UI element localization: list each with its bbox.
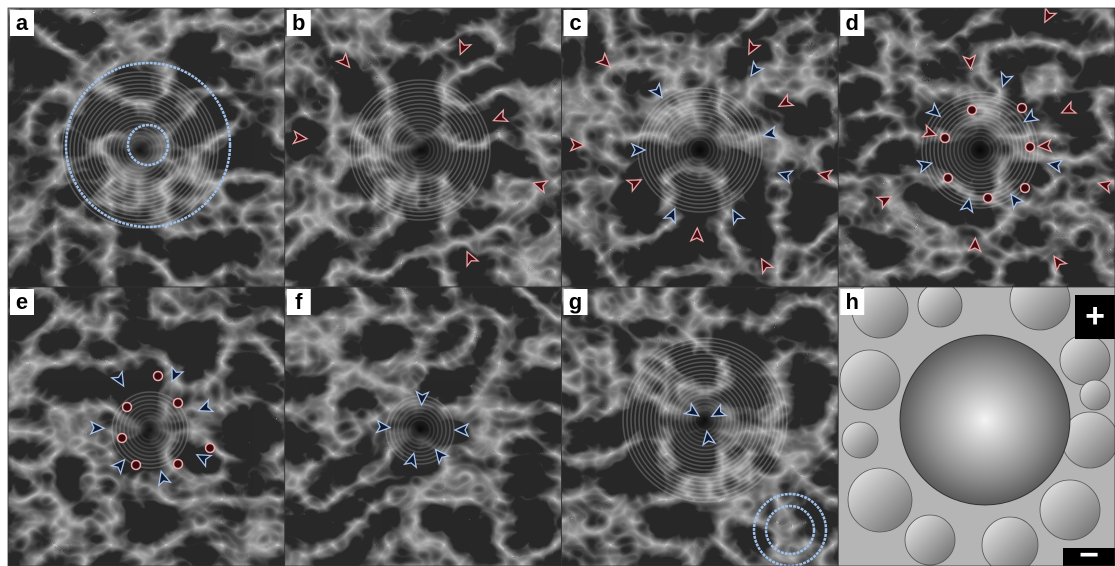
panel-image	[562, 287, 839, 566]
panel: f	[285, 287, 562, 566]
vortex-core	[660, 110, 740, 190]
panel-label: e	[16, 289, 28, 314]
panel-image	[8, 287, 285, 566]
panel: e	[8, 287, 285, 566]
vortex-core	[665, 380, 745, 460]
panel-label: d	[846, 10, 859, 35]
domain	[1060, 335, 1110, 385]
defect-dot	[174, 399, 183, 408]
panel: c	[562, 8, 839, 287]
panel-label: f	[295, 289, 303, 314]
domain	[848, 468, 912, 532]
domain	[1040, 480, 1100, 540]
defect-dot	[1026, 143, 1035, 152]
defect-dot	[944, 174, 953, 183]
panel: + − h	[838, 270, 1115, 566]
panel-label: c	[569, 10, 581, 35]
domain	[842, 422, 878, 458]
sign-minus: −	[1079, 536, 1099, 566]
panel-image	[285, 8, 562, 287]
domain	[905, 515, 955, 565]
domain	[918, 283, 962, 327]
defect-dot	[941, 134, 950, 143]
defect-dot	[118, 434, 127, 443]
domain	[1080, 380, 1110, 410]
panel-image	[8, 8, 285, 287]
defect-dot	[174, 460, 183, 469]
defect-dot	[206, 444, 215, 453]
defect-dot	[968, 106, 977, 115]
panel-label: b	[292, 10, 305, 35]
defect-dot	[123, 403, 132, 412]
panel: a	[8, 8, 285, 287]
defect-dot	[132, 461, 141, 470]
vortex-core	[380, 110, 460, 190]
panel-image	[838, 270, 1115, 566]
figure: a b c d e f g + − h	[0, 0, 1115, 566]
defect-dot	[154, 372, 163, 381]
domain	[900, 335, 1070, 505]
panel-image	[838, 8, 1115, 287]
defect-dot	[1018, 104, 1027, 113]
panel: d	[838, 8, 1115, 287]
panel: g	[562, 287, 839, 566]
panel-label: h	[846, 289, 859, 314]
defect-dot	[1021, 184, 1030, 193]
panel-image	[562, 8, 839, 287]
domain	[840, 350, 900, 410]
panel-label: a	[16, 10, 29, 35]
sign-plus: +	[1085, 297, 1105, 335]
panel-image	[285, 287, 562, 566]
panel: b	[285, 8, 562, 287]
panel-label: g	[569, 289, 582, 314]
defect-dot	[984, 194, 993, 203]
